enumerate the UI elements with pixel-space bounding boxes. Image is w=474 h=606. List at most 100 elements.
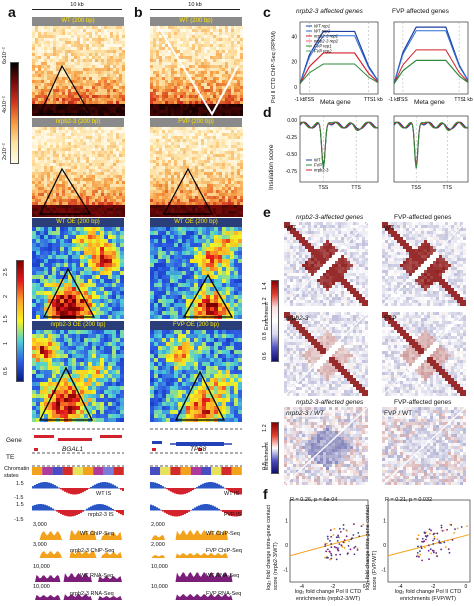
heatmap-cell — [86, 199, 89, 202]
oe-cell — [112, 346, 116, 350]
heatmap-cell — [110, 190, 113, 193]
heatmap-cell — [77, 154, 80, 157]
heatmap-cell — [62, 139, 65, 142]
heatmap-cell — [113, 50, 116, 53]
heatmap-cell — [156, 110, 159, 113]
heatmap-cell — [38, 62, 41, 65]
oe-cell — [92, 350, 96, 354]
oe-cell — [76, 299, 80, 303]
heatmap-cell — [219, 202, 222, 205]
heatmap-cell — [89, 154, 92, 157]
oe-cell — [56, 275, 60, 279]
heatmap-cell — [198, 53, 201, 56]
heatmap-cell — [156, 101, 159, 104]
heatmap-cell — [65, 65, 68, 68]
heatmap-cell — [65, 107, 68, 110]
heatmap-cell — [156, 148, 159, 151]
heatmap-cell — [231, 133, 234, 136]
oe-cell — [52, 227, 56, 231]
heatmap-cell — [32, 136, 35, 139]
heatmap-cell — [156, 50, 159, 53]
oe-cell — [44, 330, 48, 334]
heatmap-cell — [41, 56, 44, 59]
heatmap-cell — [65, 166, 68, 169]
heatmap-cell — [150, 133, 153, 136]
heatmap-cell — [207, 187, 210, 190]
heatmap-cell — [116, 110, 119, 113]
heatmap-cell — [62, 65, 65, 68]
heatmap-cell — [116, 89, 119, 92]
heatmap-cell — [35, 29, 38, 32]
oe-cell — [32, 295, 36, 299]
heatmap-cell — [225, 157, 228, 160]
oe-cell — [178, 255, 182, 259]
oe-cell — [72, 342, 76, 346]
heatmap-cell — [225, 62, 228, 65]
heatmap-cell — [204, 154, 207, 157]
heatmap-cell — [213, 199, 216, 202]
oe-cell — [214, 295, 218, 299]
heatmap-cell — [213, 130, 216, 133]
heatmap-cell — [83, 193, 86, 196]
heatmap-cell — [213, 50, 216, 53]
heatmap-cell — [92, 44, 95, 47]
oe-cell — [40, 330, 44, 334]
oe-cell — [166, 239, 170, 243]
heatmap-cell — [92, 163, 95, 166]
heatmap-cell — [228, 184, 231, 187]
heatmap-cell — [113, 130, 116, 133]
heatmap-cell — [50, 127, 53, 130]
heatmap-cell — [104, 211, 107, 214]
heatmap-cell — [116, 32, 119, 35]
heatmap-cell — [231, 92, 234, 95]
heatmap-cell — [68, 154, 71, 157]
heatmap-cell — [110, 211, 113, 214]
heatmap-cell — [92, 160, 95, 163]
heatmap-cell — [174, 35, 177, 38]
heatmap-cell — [122, 62, 125, 65]
oe-cell — [84, 259, 88, 263]
heatmap-cell — [213, 26, 216, 29]
heatmap-cell — [38, 44, 41, 47]
heatmap-cell — [165, 89, 168, 92]
heatmap-cell — [32, 172, 35, 175]
heatmap-cell — [65, 157, 68, 160]
heatmap-cell — [189, 38, 192, 41]
oe-cell — [88, 243, 92, 247]
heatmap-cell — [192, 205, 195, 208]
heatmap-cell — [32, 151, 35, 154]
heatmap-cell — [68, 62, 71, 65]
heatmap-cell — [41, 92, 44, 95]
heatmap-cell — [35, 98, 38, 101]
heatmap-cell — [65, 77, 68, 80]
heatmap-cell — [201, 142, 204, 145]
oe-cell — [88, 275, 92, 279]
oe-cell — [150, 231, 154, 235]
oe-cell — [96, 287, 100, 291]
oe-cell — [226, 239, 230, 243]
heatmap-cell — [222, 214, 225, 217]
heatmap-cell — [153, 89, 156, 92]
heatmap-cell — [77, 214, 80, 217]
heatmap-cell — [237, 202, 240, 205]
oe-cell — [104, 311, 108, 315]
heatmap-cell — [107, 50, 110, 53]
heatmap-cell — [68, 187, 71, 190]
heatmap-cell — [240, 62, 243, 65]
heatmap-cell — [219, 83, 222, 86]
oe-cell — [186, 263, 190, 267]
heatmap-cell — [56, 50, 59, 53]
heatmap-cell — [119, 142, 122, 145]
heatmap-cell — [110, 193, 113, 196]
heatmap-cell — [35, 145, 38, 148]
heatmap-cell — [101, 214, 104, 217]
heatmap-cell — [68, 190, 71, 193]
heatmap-cell — [192, 127, 195, 130]
oe-cell — [64, 342, 68, 346]
heatmap-cell — [171, 175, 174, 178]
heatmap-cell — [35, 83, 38, 86]
heatmap-cell — [180, 193, 183, 196]
heatmap-cell — [32, 166, 35, 169]
heatmap-cell — [189, 193, 192, 196]
oe-cell — [92, 346, 96, 350]
